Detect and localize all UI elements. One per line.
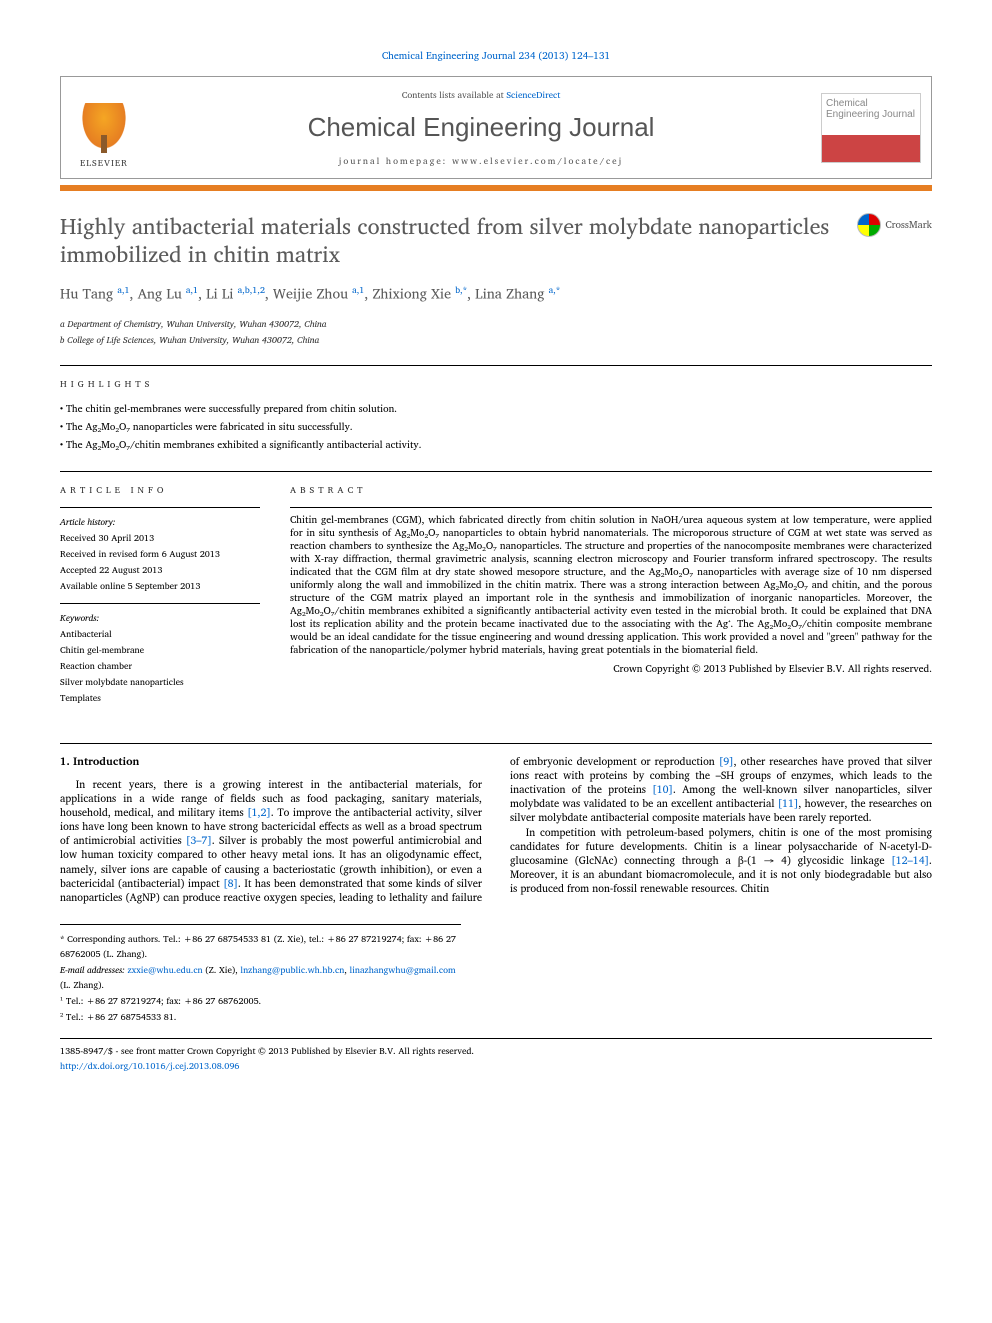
highlights-section: highlights The chitin gel-membranes were… bbox=[60, 376, 932, 453]
body-columns: 1. Introduction In recent years, there i… bbox=[60, 754, 932, 904]
crossmark-label: CrossMark bbox=[885, 217, 932, 233]
history-item: Accepted 22 August 2013 bbox=[60, 562, 260, 577]
contents-prefix: Contents lists available at bbox=[402, 87, 507, 102]
affiliation: b College of Life Sciences, Wuhan Univer… bbox=[60, 332, 932, 347]
article-info: article info Article history: Received 3… bbox=[60, 482, 260, 715]
journal-name: Chemical Engineering Journal bbox=[159, 112, 803, 143]
abstract-section: abstract Chitin gel-membranes (CGM), whi… bbox=[290, 482, 932, 715]
history-item: Received 30 April 2013 bbox=[60, 530, 260, 545]
affiliation: a Department of Chemistry, Wuhan Univers… bbox=[60, 316, 932, 331]
highlight-item: The Ag₂Mo₂O₇/chitin membranes exhibited … bbox=[60, 437, 932, 453]
journal-header: ELSEVIER Contents lists available at Sci… bbox=[60, 76, 932, 179]
text: (Z. Xie), bbox=[203, 962, 241, 977]
email-label: E-mail addresses: bbox=[60, 962, 127, 977]
keyword: Templates bbox=[60, 690, 260, 705]
journal-cover-cell: Chemical Engineering Journal bbox=[811, 77, 931, 178]
highlight-item: The chitin gel-membranes were successful… bbox=[60, 401, 932, 417]
section-heading: 1. Introduction bbox=[60, 754, 482, 769]
crossmark-badge[interactable]: CrossMark bbox=[857, 213, 932, 237]
publisher-logo-cell: ELSEVIER bbox=[61, 77, 151, 178]
intro-paragraph-2: In competition with petroleum-based poly… bbox=[510, 825, 932, 896]
elsevier-tree-icon bbox=[79, 103, 129, 153]
separator bbox=[60, 471, 932, 472]
abstract-body: Chitin gel-membranes (CGM), which fabric… bbox=[290, 507, 932, 657]
text: In competition with petroleum-based poly… bbox=[510, 823, 932, 869]
separator bbox=[60, 743, 932, 744]
highlights-label: highlights bbox=[60, 376, 932, 391]
email-link[interactable]: zxxie@whu.edu.cn bbox=[127, 962, 202, 977]
page-footer: 1385-8947/$ - see front matter Crown Cop… bbox=[60, 1038, 932, 1073]
corresponding-note: * Corresponding authors. Tel.: +86 27 68… bbox=[60, 931, 461, 961]
footnote-tel-1: ¹ Tel.: +86 27 87219274; fax: +86 27 687… bbox=[60, 993, 461, 1008]
keyword: Antibacterial bbox=[60, 626, 260, 641]
separator bbox=[60, 365, 932, 366]
highlights-list: The chitin gel-membranes were successful… bbox=[60, 401, 932, 453]
journal-cover-thumb[interactable]: Chemical Engineering Journal bbox=[821, 93, 921, 163]
keywords-block: Keywords: Antibacterial Chitin gel-membr… bbox=[60, 603, 260, 705]
crossmark-icon bbox=[857, 213, 881, 237]
keywords-heading: Keywords: bbox=[60, 610, 260, 625]
homepage-prefix: journal homepage: bbox=[339, 153, 452, 168]
email-link[interactable]: linazhangwhu@gmail.com bbox=[349, 962, 455, 977]
history-heading: Article history: bbox=[60, 514, 260, 529]
citation-header: Chemical Engineering Journal 234 (2013) … bbox=[60, 48, 932, 64]
sciencedirect-link[interactable]: ScienceDirect bbox=[506, 87, 560, 102]
email-line: E-mail addresses: zxxie@whu.edu.cn (Z. X… bbox=[60, 962, 461, 992]
keyword: Chitin gel-membrane bbox=[60, 642, 260, 657]
author-list: Hu Tang a,1, Ang Lu a,1, Li Li a,b,1,2, … bbox=[60, 282, 932, 306]
highlight-item: The Ag₂Mo₂O₇ nanoparticles were fabricat… bbox=[60, 419, 932, 435]
keyword: Silver molybdate nanoparticles bbox=[60, 674, 260, 689]
keyword: Reaction chamber bbox=[60, 658, 260, 673]
history-block: Article history: Received 30 April 2013 … bbox=[60, 507, 260, 593]
accent-bar bbox=[60, 185, 932, 191]
homepage-url[interactable]: www.elsevier.com/locate/cej bbox=[452, 153, 623, 168]
contents-available: Contents lists available at ScienceDirec… bbox=[159, 87, 803, 102]
text: (L. Zhang). bbox=[60, 977, 104, 992]
citation-text[interactable]: Chemical Engineering Journal 234 (2013) … bbox=[382, 48, 610, 64]
footnote-tel-2: ² Tel.: +86 27 68754533 81. bbox=[60, 1009, 461, 1024]
footer-copyright: 1385-8947/$ - see front matter Crown Cop… bbox=[60, 1043, 932, 1058]
header-center: Contents lists available at ScienceDirec… bbox=[151, 77, 811, 178]
affiliations: a Department of Chemistry, Wuhan Univers… bbox=[60, 316, 932, 347]
elsevier-logo[interactable]: ELSEVIER bbox=[69, 100, 139, 170]
history-item: Received in revised form 6 August 2013 bbox=[60, 546, 260, 561]
info-abstract-row: article info Article history: Received 3… bbox=[60, 482, 932, 715]
footnotes: * Corresponding authors. Tel.: +86 27 68… bbox=[60, 924, 461, 1024]
abstract-label: abstract bbox=[290, 482, 932, 497]
journal-homepage: journal homepage: www.elsevier.com/locat… bbox=[159, 153, 803, 168]
doi-link[interactable]: http://dx.doi.org/10.1016/j.cej.2013.08.… bbox=[60, 1058, 932, 1073]
history-item: Available online 5 September 2013 bbox=[60, 578, 260, 593]
email-link[interactable]: lnzhang@public.wh.hb.cn bbox=[240, 962, 344, 977]
publisher-name: ELSEVIER bbox=[80, 155, 128, 170]
abstract-copyright: Crown Copyright © 2013 Published by Else… bbox=[290, 661, 932, 677]
article-title: Highly antibacterial materials construct… bbox=[60, 213, 841, 268]
article-info-label: article info bbox=[60, 482, 260, 497]
